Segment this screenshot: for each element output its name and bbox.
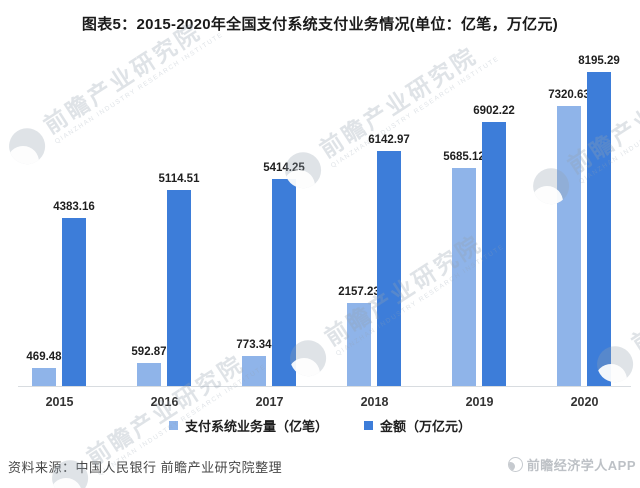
- value-label-2019-series1: 6902.22: [473, 104, 515, 117]
- value-label-2015-series0: 469.48: [26, 351, 62, 363]
- bar-group-2018: 2157.23 6142.97 2018: [322, 72, 427, 409]
- value-label-2017-series1: 5414.25: [263, 161, 305, 174]
- legend: 支付系统业务量（亿笔） 金额（万亿元）: [0, 416, 640, 435]
- value-label-2017-series0: 773.34: [236, 339, 272, 352]
- x-tick-label-2015: 2015: [45, 395, 74, 409]
- legend-swatch-icon: [364, 421, 373, 430]
- bar-2016-series1: [167, 190, 191, 386]
- legend-item-series0: 支付系统业务量（亿笔）: [168, 416, 328, 435]
- bar-2018-series0: [347, 303, 371, 386]
- bar-2016-series0: [137, 363, 161, 386]
- bar-group-2019: 5685.12 6902.22 2019: [427, 72, 532, 410]
- bar-2019-series1: [482, 121, 506, 386]
- bar-2020-series0: [557, 105, 581, 386]
- chart-title: 图表5：2015-2020年全国支付系统支付业务情况(单位：亿笔，万亿元): [81, 16, 559, 33]
- x-tick-label-2019: 2019: [465, 395, 494, 409]
- bar-2017-series1: [272, 178, 296, 386]
- x-axis-line: [18, 386, 631, 387]
- bar-group-2016: 592.87 5114.51 2016: [112, 72, 217, 409]
- bar-2018-series1: [377, 150, 401, 386]
- bar-group-2015: 469.48 4383.16 2015: [7, 72, 112, 409]
- footer-watermark-label: 前瞻经济学人APP: [526, 458, 636, 473]
- legend-label-series0: 支付系统业务量（亿笔）: [184, 419, 328, 434]
- brand-logo-icon: [507, 457, 523, 472]
- value-label-2019-series0: 5685.12: [443, 151, 485, 164]
- bar-group-2017: 773.34 5414.25 2017: [217, 72, 322, 409]
- bar-group-2020: 7320.63 8195.29 2020: [532, 55, 637, 409]
- value-label-2016-series0: 592.87: [131, 346, 167, 359]
- value-label-2020-series1: 8195.29: [578, 55, 620, 67]
- bar-2015-series0: [32, 368, 56, 386]
- bar-2019-series0: [452, 168, 476, 386]
- bar-2015-series1: [62, 218, 86, 386]
- footer-watermark: 前瞻经济学人APP: [507, 455, 636, 474]
- bar-2020-series1: [587, 72, 611, 386]
- value-label-2016-series1: 5114.51: [158, 173, 200, 185]
- source-note: 资料来源：中国人民银行 前瞻产业研究院整理: [8, 460, 283, 475]
- x-tick-label-2020: 2020: [570, 395, 599, 409]
- x-tick-label-2017: 2017: [255, 395, 284, 409]
- x-tick-label-2016: 2016: [150, 395, 179, 409]
- bar-2017-series0: [242, 356, 266, 386]
- legend-label-series1: 金额（万亿元）: [380, 419, 472, 434]
- legend-swatch-icon: [168, 421, 178, 430]
- plot-area: 469.48 4383.16 2015 592.87 5114.51 2016 773.34…: [7, 55, 637, 410]
- value-label-2015-series1: 4383.16: [53, 201, 95, 214]
- value-label-2018-series1: 6142.97: [368, 133, 410, 146]
- legend-item-series1: 金额（万亿元）: [364, 416, 471, 435]
- value-label-2020-series0: 7320.63: [548, 88, 590, 101]
- x-tick-label-2018: 2018: [360, 395, 389, 409]
- value-label-2018-series0: 2157.23: [338, 286, 380, 299]
